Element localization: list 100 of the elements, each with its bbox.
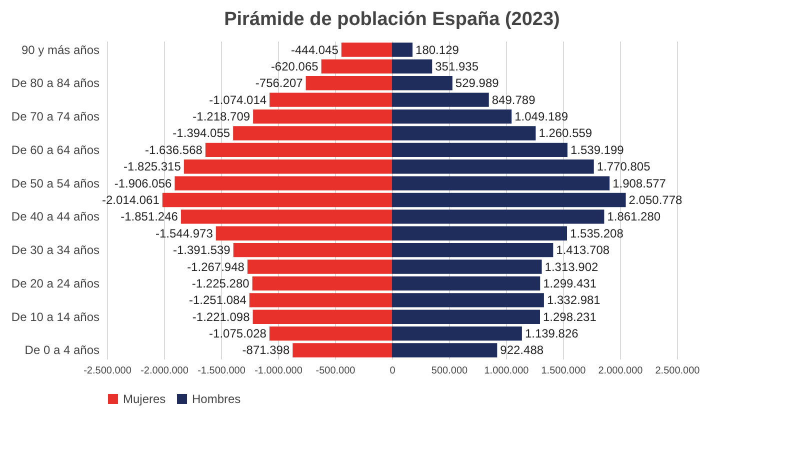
x-tick-label: 2.000.000 <box>598 366 644 376</box>
data-label: -1.636.568 <box>145 142 203 157</box>
data-label: -1.251.084 <box>188 293 247 308</box>
data-label: 529.989 <box>455 76 500 90</box>
bar <box>306 76 392 90</box>
bar <box>341 42 392 57</box>
data-label: -1.225.280 <box>192 276 250 290</box>
data-label: 1.313.902 <box>544 260 598 274</box>
bar <box>174 176 392 190</box>
data-label: -1.267.948 <box>187 260 245 274</box>
bar <box>392 343 498 358</box>
bar <box>233 126 392 140</box>
bar <box>392 126 536 140</box>
x-tick-label: -1.000.000 <box>254 366 303 376</box>
y-tick-label: 90 y más años <box>21 42 100 57</box>
data-label: 849.789 <box>492 92 536 107</box>
bar <box>233 242 392 258</box>
data-label: 1.332.981 <box>546 293 601 308</box>
bar <box>392 260 542 274</box>
bar <box>392 42 413 57</box>
y-tick-label: De 10 a 14 años <box>11 310 100 324</box>
bar <box>392 192 626 208</box>
y-tick-label: De 50 a 54 años <box>11 176 100 190</box>
bar <box>392 160 594 174</box>
y-tick-label: De 80 a 84 años <box>11 76 100 90</box>
y-tick-label: De 70 a 74 años <box>11 110 100 124</box>
bar <box>392 326 522 341</box>
y-tick-label: De 30 a 34 años <box>11 243 100 258</box>
data-label: -1.851.246 <box>120 210 178 224</box>
y-tick-label: De 40 a 44 años <box>11 210 100 224</box>
bar <box>247 260 392 274</box>
bar <box>392 210 604 224</box>
x-tick-label: 500.000 <box>431 366 468 376</box>
bar <box>180 210 392 224</box>
x-tick-label: -2.500.000 <box>84 366 132 376</box>
x-tick-label: 1.500.000 <box>541 366 586 376</box>
bar <box>392 176 610 190</box>
legend-label: Hombres <box>192 392 241 406</box>
bar <box>392 293 544 308</box>
data-label: 1.908.577 <box>612 176 666 190</box>
data-label: 351.935 <box>435 59 479 74</box>
bar <box>392 310 540 324</box>
data-label: -756.207 <box>255 76 304 90</box>
bar <box>205 142 392 158</box>
bar <box>253 109 392 124</box>
x-tick-label: -2.000.000 <box>140 366 189 376</box>
x-tick-label: 1.000.000 <box>484 366 530 376</box>
y-tick-label: De 0 a 4 años <box>24 343 100 358</box>
bar <box>392 142 568 158</box>
data-label: 1.861.280 <box>607 210 661 224</box>
x-tick-label: 0 <box>390 366 396 376</box>
data-label: -444.045 <box>291 42 339 57</box>
data-label: 1.049.189 <box>514 110 568 124</box>
data-label: 1.260.559 <box>538 126 592 140</box>
x-tick-label: -500.000 <box>316 366 356 376</box>
data-label: -871.398 <box>242 343 290 358</box>
bar <box>392 59 432 74</box>
y-tick-label: De 60 a 64 años <box>11 142 100 157</box>
bar <box>392 76 452 90</box>
chart-title: Pirámide de población España (2023) <box>224 9 560 30</box>
data-label: -1.221.098 <box>192 310 250 324</box>
data-label: 1.770.805 <box>596 160 651 174</box>
data-label: 1.413.708 <box>556 243 610 258</box>
legend-label: Mujeres <box>123 392 166 406</box>
bar <box>392 242 554 258</box>
bar <box>252 276 392 291</box>
data-label: -620.065 <box>270 59 319 74</box>
data-label: -1.906.056 <box>114 176 172 190</box>
data-label: 1.139.826 <box>524 326 579 341</box>
data-label: -1.391.539 <box>172 243 231 258</box>
data-label: 2.050.778 <box>628 193 682 207</box>
data-label: -1.074.014 <box>209 92 267 107</box>
data-label: -1.218.709 <box>192 110 250 124</box>
data-label: 1.298.231 <box>543 310 597 324</box>
data-label: -1.544.973 <box>155 226 214 240</box>
bar <box>162 192 392 208</box>
bar <box>392 226 568 240</box>
bar <box>292 343 392 358</box>
data-label: 180.129 <box>416 42 460 57</box>
data-label: 1.299.431 <box>543 276 597 290</box>
data-label: 1.535.208 <box>570 226 624 240</box>
bar <box>270 92 392 107</box>
bar <box>184 160 392 174</box>
data-label: -1.394.055 <box>172 126 230 140</box>
bar <box>269 326 392 341</box>
bar <box>216 226 392 240</box>
data-label: -2.014.061 <box>102 193 160 207</box>
data-label: 1.539.199 <box>570 142 624 157</box>
y-tick-label: De 20 a 24 años <box>11 276 100 290</box>
data-label: -1.075.028 <box>209 326 267 341</box>
bar <box>252 310 392 324</box>
x-tick-label: 2.500.000 <box>655 366 700 376</box>
x-tick-label: -1.500.000 <box>198 366 246 376</box>
bar <box>321 59 392 74</box>
data-label: 922.488 <box>500 343 544 358</box>
bar <box>392 92 489 107</box>
bar <box>392 109 512 124</box>
data-label: -1.825.315 <box>124 160 182 174</box>
bar <box>249 293 392 308</box>
bar <box>392 276 540 291</box>
